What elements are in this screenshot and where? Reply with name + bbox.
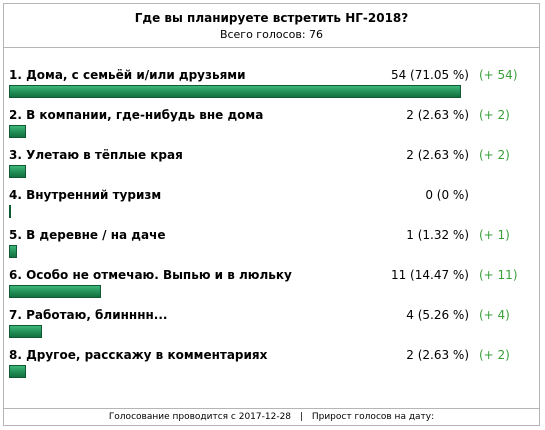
poll-option: 3. Улетаю в тёплые края 2 (2.63 %) (+ 2): [4, 148, 539, 188]
poll-start-date: Голосование проводится с 2017-12-28: [108, 412, 292, 422]
option-bar: [9, 85, 461, 98]
option-count: 0 (0 %): [425, 188, 469, 202]
option-count: 2 (2.63 %): [406, 148, 469, 162]
option-label: 1. Дома, с семьёй и/или друзьями: [9, 68, 246, 82]
poll-option: 2. В компании, где-нибудь вне дома 2 (2.…: [4, 108, 539, 148]
option-delta: (+ 2): [479, 108, 510, 122]
option-delta: (+ 54): [479, 68, 518, 82]
poll-option: 8. Другое, расскажу в комментариях 2 (2.…: [4, 348, 539, 388]
option-label: 8. Другое, расскажу в комментариях: [9, 348, 268, 362]
option-bar: [9, 245, 17, 258]
poll-widget: Где вы планируете встретить НГ-2018? Все…: [3, 3, 540, 426]
option-delta: (+ 11): [479, 268, 518, 282]
footer-separator: |: [299, 412, 303, 422]
option-bar: [9, 285, 101, 298]
option-bar: [9, 165, 26, 178]
poll-footer: Голосование проводится с 2017-12-28 | Пр…: [4, 408, 539, 425]
option-label: 4. Внутренний туризм: [9, 188, 162, 202]
option-bar: [9, 205, 11, 218]
poll-title: Где вы планируете встретить НГ-2018?: [134, 11, 409, 25]
option-delta: (+ 1): [479, 228, 510, 242]
poll-option: 5. В деревне / на даче 1 (1.32 %) (+ 1): [4, 228, 539, 268]
option-count: 4 (5.26 %): [406, 308, 469, 322]
vote-growth-label: Прирост голосов на дату:: [311, 412, 435, 422]
option-count: 54 (71.05 %): [390, 68, 469, 82]
poll-option: 7. Работаю, блинннн... 4 (5.26 %) (+ 4): [4, 308, 539, 348]
option-label: 3. Улетаю в тёплые края: [9, 148, 183, 162]
poll-option: 4. Внутренний туризм 0 (0 %): [4, 188, 539, 228]
poll-header: Где вы планируете встретить НГ-2018? Все…: [4, 4, 539, 48]
option-count: 1 (1.32 %): [406, 228, 469, 242]
option-label: 6. Особо не отмечаю. Выпью и в люльку: [9, 268, 292, 282]
poll-option: 1. Дома, с семьёй и/или друзьями 54 (71.…: [4, 68, 539, 108]
option-count: 2 (2.63 %): [406, 108, 469, 122]
option-label: 7. Работаю, блинннн...: [9, 308, 168, 322]
option-bar: [9, 365, 26, 378]
poll-option: 6. Особо не отмечаю. Выпью и в люльку 11…: [4, 268, 539, 308]
option-bar: [9, 125, 26, 138]
option-delta: (+ 4): [479, 308, 510, 322]
poll-total-votes: Всего голосов: 76: [219, 28, 324, 41]
option-delta: (+ 2): [479, 148, 510, 162]
option-label: 5. В деревне / на даче: [9, 228, 166, 242]
option-bar: [9, 325, 42, 338]
option-count: 11 (14.47 %): [390, 268, 469, 282]
option-delta: (+ 2): [479, 348, 510, 362]
option-label: 2. В компании, где-нибудь вне дома: [9, 108, 264, 122]
option-count: 2 (2.63 %): [406, 348, 469, 362]
